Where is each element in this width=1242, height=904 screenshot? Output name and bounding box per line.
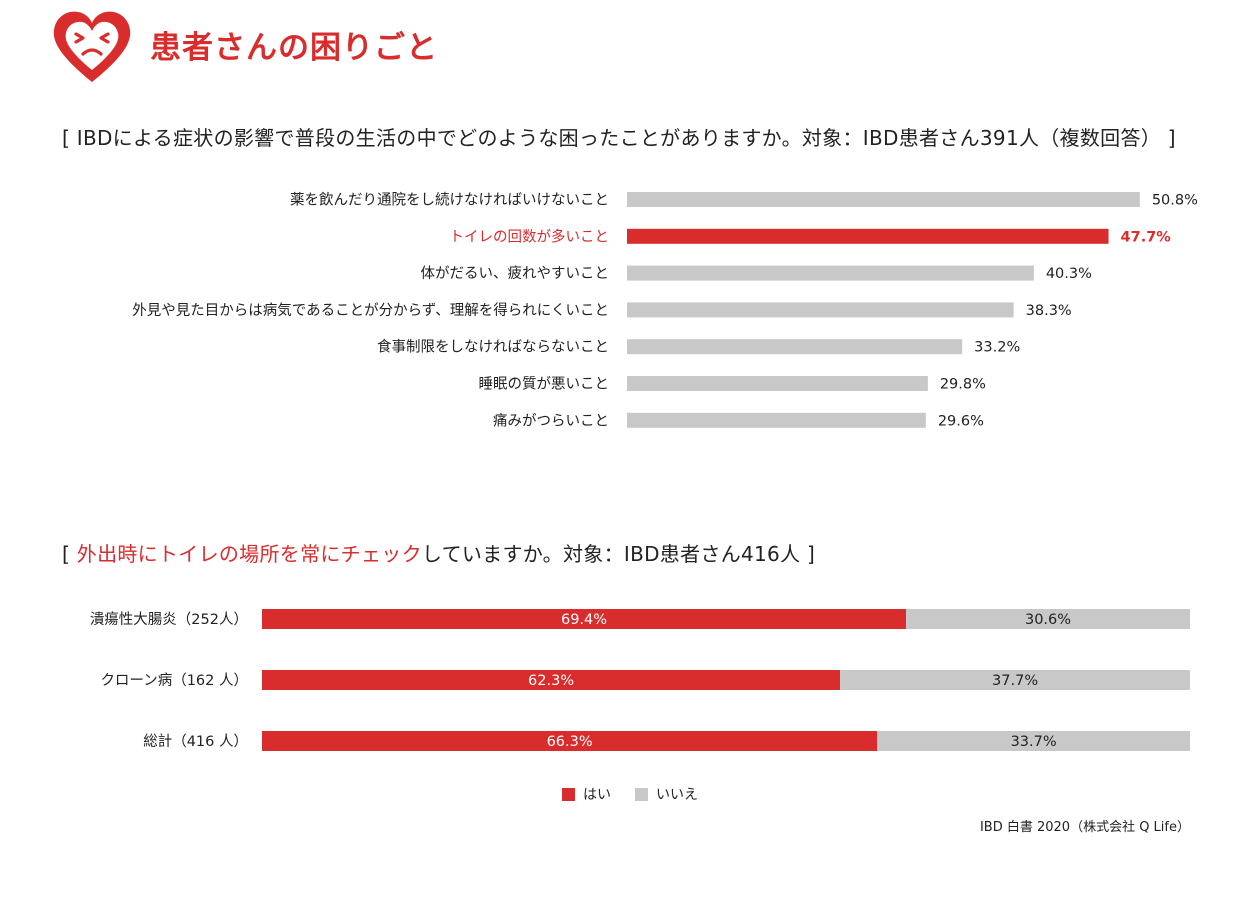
category-label-chart2-2: 総計（416 人） xyxy=(143,733,248,750)
bar-chart2-2-series0 xyxy=(262,731,878,751)
value-label-chart1-4: 33.2% xyxy=(974,340,1020,356)
value-label-chart1-2: 40.3% xyxy=(1046,266,1092,282)
category-label-chart1-4: 食事制限をしなければならないこと xyxy=(377,339,609,356)
category-label-chart1-2: 体がだるい、疲れやすいこと xyxy=(421,265,610,282)
legend-item-yes: はい xyxy=(562,784,611,804)
category-label-chart1-1: トイレの回数が多いこと xyxy=(450,228,610,245)
chart-1-title-text: IBDによる症状の影響で普段の生活の中でどのような困ったことがありますか。対象：… xyxy=(76,126,1162,150)
chart-1-title-close: ] xyxy=(1161,126,1176,150)
chart-1-title: [ IBDによる症状の影響で普段の生活の中でどのような困ったことがありますか。対… xyxy=(62,122,1176,151)
bar-chart1-6 xyxy=(627,412,926,428)
chart-1-title-open: [ xyxy=(62,126,77,150)
bar-chart1-3 xyxy=(627,302,1014,318)
category-label-chart1-6: 痛みがつらいこと xyxy=(493,412,609,429)
value-label-chart2-0-series0: 69.4% xyxy=(561,612,607,628)
value-label-chart1-6: 29.6% xyxy=(938,413,984,429)
chart-2-title: [ 外出時にトイレの場所を常にチェックしていますか。対象：IBD患者さん416人… xyxy=(62,538,815,567)
value-label-chart1-3: 38.3% xyxy=(1026,303,1072,319)
legend-item-no: いいえ xyxy=(635,784,698,804)
value-label-chart2-0-series1: 30.6% xyxy=(1025,612,1071,628)
category-label-chart2-0: 潰瘍性大腸炎（252人） xyxy=(90,610,248,628)
bar-chart1-4 xyxy=(627,339,963,355)
value-label-chart1-5: 29.8% xyxy=(940,377,986,393)
bar-chart1-1 xyxy=(627,228,1109,244)
source-note: IBD 白書 2020（株式会社 Q Life） xyxy=(979,820,1190,835)
value-label-chart1-1: 47.7% xyxy=(1121,229,1172,245)
page-title: 患者さんの困りごと xyxy=(150,30,438,66)
chart-2-title-close: ] xyxy=(800,542,816,566)
bar-chart1-5 xyxy=(627,376,928,391)
legend-swatch-no xyxy=(635,787,648,801)
bar-chart2-2-series1 xyxy=(877,731,1190,751)
value-label-chart2-1-series0: 62.3% xyxy=(528,673,574,689)
chart-2-title-highlight: 外出時にトイレの場所を常にチェック xyxy=(76,542,422,566)
value-label-chart1-0: 50.8% xyxy=(1152,193,1198,209)
bar-chart2-1-series1 xyxy=(840,670,1190,690)
value-label-chart2-1-series1: 37.7% xyxy=(992,673,1038,689)
value-label-chart2-2-series0: 66.3% xyxy=(547,734,593,750)
chart-2-title-rest: していますか。対象：IBD患者さん416人 xyxy=(421,542,801,566)
legend-label-no: いいえ xyxy=(656,787,698,803)
category-label-chart1-0: 薬を飲んだり通院をし続けなければいけないこと xyxy=(290,192,609,209)
category-label-chart1-3: 外見や見た目からは病気であることが分からず、理解を得られにくいこと xyxy=(132,302,609,319)
bar-chart2-0-series0 xyxy=(262,609,907,629)
bar-chart1-2 xyxy=(627,265,1034,281)
legend: はい いいえ xyxy=(562,784,722,804)
bar-chart2-1-series0 xyxy=(262,670,841,690)
chart-2-title-open: [ xyxy=(62,542,77,566)
value-label-chart2-2-series1: 33.7% xyxy=(1011,734,1057,750)
bar-chart1-0 xyxy=(627,192,1140,207)
category-label-chart2-1: クローン病（162 人） xyxy=(100,672,248,689)
legend-swatch-yes xyxy=(562,787,575,801)
category-label-chart1-5: 睡眠の質が悪いこと xyxy=(479,375,610,393)
bar-chart2-0-series1 xyxy=(906,609,1190,629)
heart-face-icon xyxy=(53,11,131,82)
legend-label-yes: はい xyxy=(583,787,611,803)
